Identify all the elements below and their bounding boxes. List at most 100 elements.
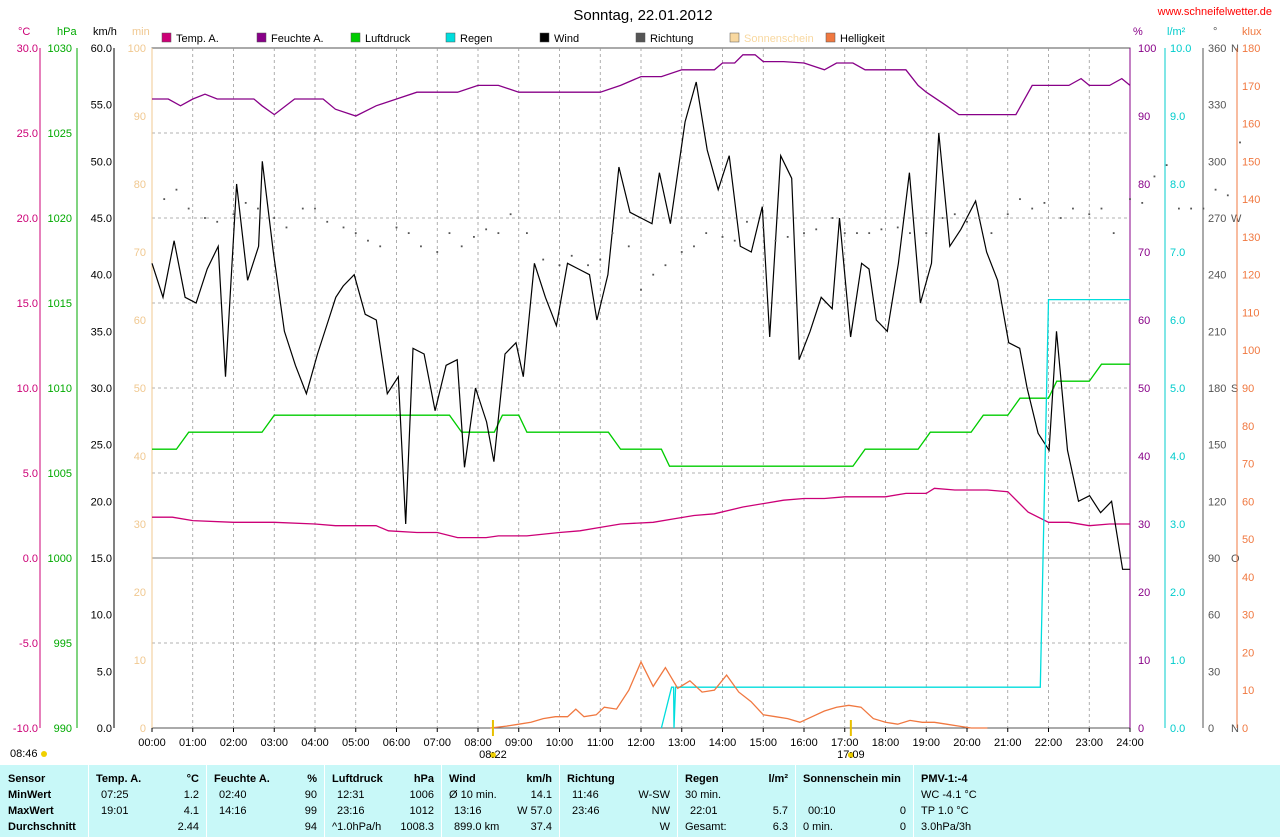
direction-point <box>1043 201 1046 204</box>
legend-label-rain: Regen <box>460 33 492 45</box>
axis-tick-brightness: 170 <box>1242 81 1260 93</box>
website-label[interactable]: www.schneifelwetter.de <box>1157 6 1272 18</box>
axis-tick-brightness: 0 <box>1242 723 1248 735</box>
axis-tick-sunshine: 90 <box>134 111 146 123</box>
axis-tick-sunshine: 10 <box>134 655 146 667</box>
direction-point <box>587 264 589 267</box>
axis-tick-sunshine: 50 <box>134 383 146 395</box>
direction-point <box>485 228 488 231</box>
stats-wind-max-value: W 57.0 <box>517 805 552 817</box>
stats-avg-label: Durchschnitt <box>8 821 76 833</box>
compass-label-S: S <box>1231 383 1238 395</box>
legend-label-temp: Temp. A. <box>176 33 219 45</box>
axis-tick-pressure: 995 <box>54 638 72 650</box>
axis-tick-pressure: 1020 <box>48 213 72 225</box>
axis-tick-rain: 6.0 <box>1170 315 1185 327</box>
axis-tick-humidity: 0 <box>1138 723 1144 735</box>
axis-tick-rain: 0.0 <box>1170 723 1185 735</box>
axis-tick-direction: 30 <box>1208 666 1220 678</box>
direction-point <box>599 258 602 261</box>
x-tick-label: 01:00 <box>179 737 207 749</box>
axis-unit-pressure: hPa <box>57 26 77 38</box>
legend-label-humidity: Feuchte A. <box>271 33 324 45</box>
stats-pressure-min-value: 1006 <box>409 789 434 801</box>
direction-point <box>326 220 329 223</box>
stats-wind-unit: km/h <box>526 773 552 785</box>
legend-swatch-direction <box>635 32 646 43</box>
axis-tick-brightness: 120 <box>1242 270 1260 282</box>
stats-wind-avg-value: 37.4 <box>530 821 552 833</box>
axis-tick-direction: 120 <box>1208 496 1226 508</box>
direction-point <box>1214 188 1217 191</box>
sunset-icon <box>847 752 854 758</box>
direction-point <box>705 232 708 235</box>
axis-tick-humidity: 20 <box>1138 587 1150 599</box>
axis-tick-humidity: 30 <box>1138 519 1150 531</box>
axis-tick-rain: 7.0 <box>1170 247 1185 259</box>
direction-point <box>664 264 667 267</box>
stats-direction-min-time: 11:46 <box>572 789 599 801</box>
axis-tick-direction: 240 <box>1208 270 1226 282</box>
axis-tick-wind: 35.0 <box>91 326 112 338</box>
axis-unit-wind: km/h <box>93 26 117 38</box>
axis-tick-wind: 55.0 <box>91 100 112 112</box>
x-tick-label: 00:00 <box>138 737 166 749</box>
axis-tick-rain: 9.0 <box>1170 111 1185 123</box>
stats-col-sensor: Sensor MinWert MaxWert Durchschnitt <box>0 765 88 837</box>
axis-tick-wind: 60.0 <box>91 43 112 55</box>
axis-tick-humidity: 40 <box>1138 451 1150 463</box>
stats-min-label: MinWert <box>8 789 52 801</box>
x-tick-label: 20:00 <box>953 737 981 749</box>
direction-point <box>379 245 382 248</box>
axis-tick-direction: 180 <box>1208 383 1226 395</box>
axis-tick-wind: 15.0 <box>91 553 112 565</box>
stats-pressure-trend: ^1.0hPa/h <box>332 821 382 833</box>
axis-unit-sunshine: min <box>132 26 150 38</box>
x-tick-label: 07:00 <box>423 737 451 749</box>
direction-point <box>680 251 683 253</box>
direction-point <box>342 226 345 229</box>
direction-point <box>509 213 512 216</box>
series-line-humidity <box>152 54 1131 117</box>
direction-point <box>762 226 765 229</box>
x-tick-label: 04:00 <box>301 737 329 749</box>
stats-rain-total-value: 6.3 <box>772 821 788 833</box>
direction-point <box>1141 201 1144 204</box>
x-tick-label: 18:00 <box>872 737 900 749</box>
sunrise-time: 08:22 <box>479 749 507 761</box>
x-tick-label: 23:00 <box>1075 737 1103 749</box>
axis-tick-rain: 3.0 <box>1170 519 1185 531</box>
direction-point <box>420 245 422 248</box>
axis-unit-humidity: % <box>1133 26 1143 38</box>
direction-point <box>473 235 475 238</box>
axis-tick-direction: 0 <box>1208 723 1214 735</box>
stats-rain-window: 30 min. <box>685 789 722 801</box>
series-line-wind <box>151 81 1130 570</box>
stats-sunshine-avg-value: 0 <box>899 821 906 833</box>
axis-tick-sunshine: 80 <box>134 179 146 191</box>
direction-point <box>1072 207 1074 210</box>
stats-col-direction: Richtung 11:46 W-SW 23:46 NW W <box>559 765 678 837</box>
stats-pressure-avg-value: 1008.3 <box>400 821 434 833</box>
series-line-temp <box>152 487 1130 539</box>
stats-pressure-header: Luftdruck <box>332 773 383 785</box>
direction-point <box>448 232 451 235</box>
axis-tick-brightness: 110 <box>1242 307 1260 319</box>
direction-point <box>611 232 614 235</box>
stats-rain-unit: l/m² <box>768 773 788 785</box>
direction-point <box>733 239 736 242</box>
legend-swatch-temp <box>161 32 172 43</box>
direction-point <box>314 207 316 210</box>
axis-tick-pressure: 1025 <box>48 128 72 140</box>
direction-point <box>896 226 899 229</box>
stats-direction-min-value: W-SW <box>638 789 670 801</box>
direction-point <box>367 239 369 242</box>
compass-label-N: N <box>1231 43 1239 55</box>
direction-point <box>652 273 655 276</box>
direction-point <box>232 213 235 216</box>
axis-unit-brightness: klux <box>1242 26 1262 38</box>
x-tick-label: 03:00 <box>260 737 288 749</box>
plot-grid <box>151 47 1131 729</box>
stats-pressure-trend-3h: 3.0hPa/3h <box>921 821 972 833</box>
direction-point <box>786 235 789 238</box>
